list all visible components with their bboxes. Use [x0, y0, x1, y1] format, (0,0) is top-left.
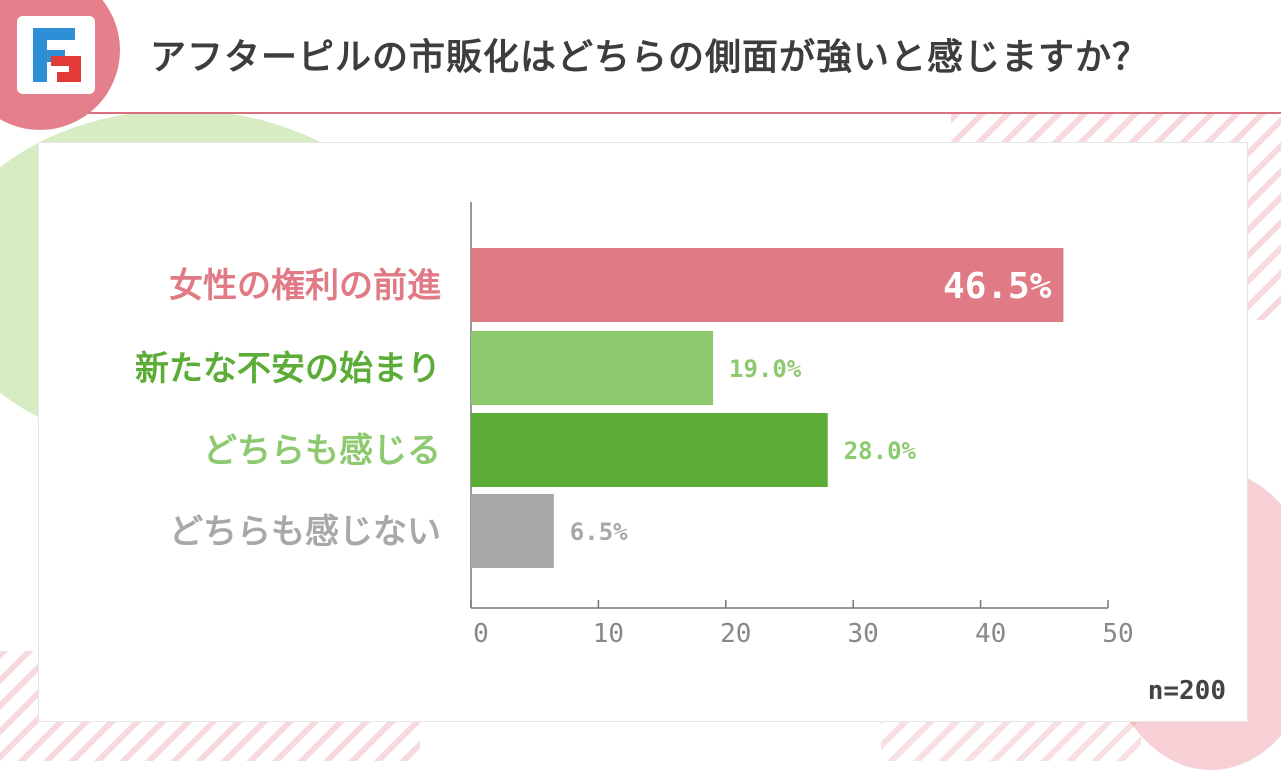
x-tick-label: 50: [1102, 619, 1133, 649]
x-tick-label: 10: [593, 619, 624, 649]
category-label: どちらも感じる: [203, 431, 441, 471]
bar: [471, 413, 828, 487]
bar: [471, 331, 714, 405]
x-tick-label: 30: [848, 619, 879, 649]
bar: [471, 494, 554, 568]
category-label: 新たな不安の始まり: [135, 349, 441, 389]
data-label: 46.5%: [943, 266, 1052, 307]
page-title: アフターピルの市販化はどちらの側面が強いと感じますか？: [150, 37, 1150, 78]
category-label: どちらも感じない: [169, 512, 441, 552]
x-tick-label: 0: [473, 619, 489, 649]
header: アフターピルの市販化はどちらの側面が強いと感じますか？: [0, 0, 1281, 130]
x-tick-label: 20: [720, 619, 751, 649]
data-label: 19.0%: [729, 355, 802, 383]
data-label: 28.0%: [844, 437, 917, 465]
data-label: 6.5%: [570, 518, 628, 546]
sample-size-label: n=200: [1147, 676, 1226, 706]
x-tick-label: 40: [975, 619, 1006, 649]
bar: [471, 248, 1064, 322]
brand-logo-icon: [17, 16, 95, 94]
category-label: 女性の権利の前進: [169, 266, 441, 306]
